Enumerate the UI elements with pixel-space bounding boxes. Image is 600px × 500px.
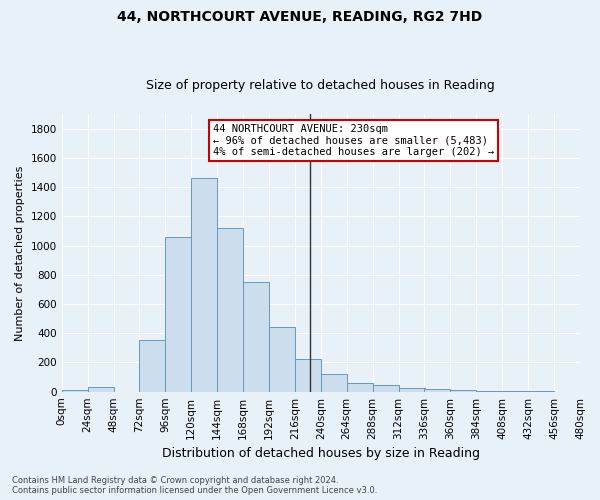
Bar	[243, 282, 269, 392]
Bar	[139, 340, 166, 392]
Text: 44 NORTHCOURT AVENUE: 230sqm
← 96% of detached houses are smaller (5,483)
4% of : 44 NORTHCOURT AVENUE: 230sqm ← 96% of de…	[213, 124, 494, 157]
Y-axis label: Number of detached properties: Number of detached properties	[15, 165, 25, 340]
Bar	[269, 328, 295, 392]
Bar	[347, 383, 373, 392]
Text: 44, NORTHCOURT AVENUE, READING, RG2 7HD: 44, NORTHCOURT AVENUE, READING, RG2 7HD	[118, 10, 482, 24]
Bar	[191, 178, 217, 392]
Bar	[166, 237, 191, 392]
Bar	[451, 390, 476, 392]
Bar	[88, 386, 113, 392]
Title: Size of property relative to detached houses in Reading: Size of property relative to detached ho…	[146, 79, 495, 92]
Bar	[62, 390, 88, 392]
Bar	[295, 359, 321, 392]
Bar	[398, 388, 425, 392]
Bar	[424, 389, 451, 392]
Bar	[321, 374, 347, 392]
Bar	[217, 228, 243, 392]
Bar	[476, 391, 502, 392]
Text: Contains HM Land Registry data © Crown copyright and database right 2024.
Contai: Contains HM Land Registry data © Crown c…	[12, 476, 377, 495]
Bar	[373, 385, 398, 392]
X-axis label: Distribution of detached houses by size in Reading: Distribution of detached houses by size …	[162, 447, 480, 460]
